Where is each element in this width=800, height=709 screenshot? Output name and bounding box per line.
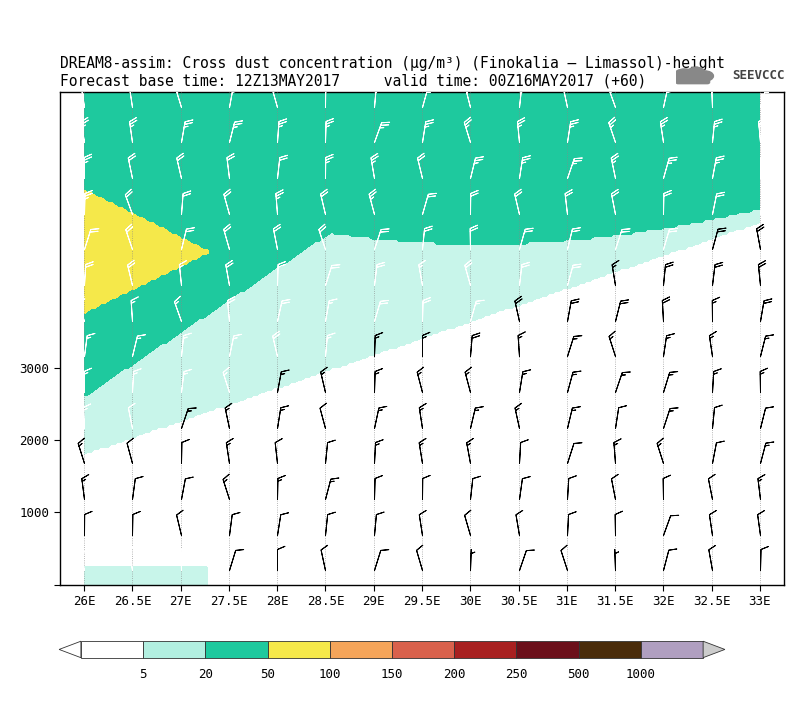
Circle shape xyxy=(687,67,705,77)
Text: 50: 50 xyxy=(260,668,275,681)
Text: 1000: 1000 xyxy=(626,668,656,681)
Text: 250: 250 xyxy=(505,668,528,681)
FancyArrow shape xyxy=(703,641,725,658)
FancyBboxPatch shape xyxy=(676,74,710,84)
Text: 20: 20 xyxy=(198,668,213,681)
Bar xyxy=(330,641,392,658)
Text: 5: 5 xyxy=(139,668,147,681)
Bar xyxy=(517,641,578,658)
Bar xyxy=(206,641,267,658)
Bar xyxy=(578,641,641,658)
Text: 150: 150 xyxy=(381,668,403,681)
Text: 100: 100 xyxy=(318,668,341,681)
Text: 500: 500 xyxy=(567,668,590,681)
FancyArrow shape xyxy=(59,641,81,658)
Bar xyxy=(267,641,330,658)
Bar xyxy=(392,641,454,658)
Text: 200: 200 xyxy=(443,668,466,681)
Bar xyxy=(641,641,703,658)
Text: SEEVCCC: SEEVCCC xyxy=(732,69,785,82)
Bar xyxy=(454,641,517,658)
Circle shape xyxy=(696,71,714,81)
Bar xyxy=(143,641,206,658)
Circle shape xyxy=(674,69,695,82)
Text: DREAM8-assim: Cross dust concentration (μg/m³) (Finokalia – Limassol)-height
For: DREAM8-assim: Cross dust concentration (… xyxy=(60,56,725,88)
Bar xyxy=(81,641,143,658)
